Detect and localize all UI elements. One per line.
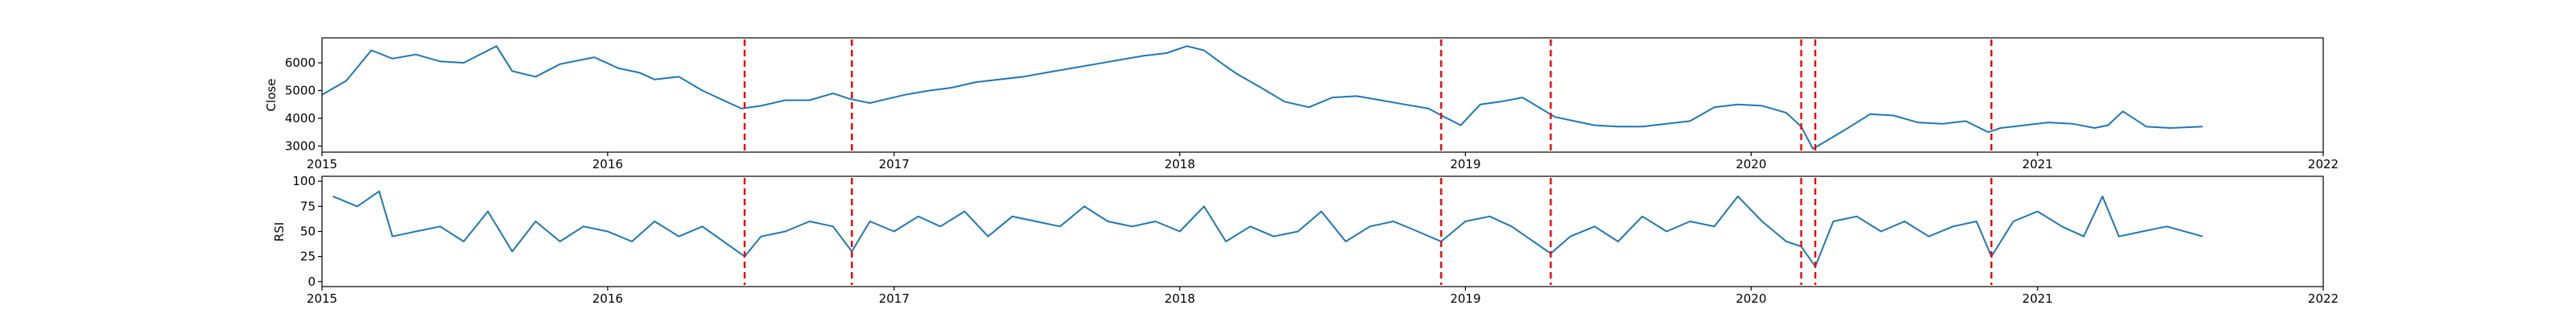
close-price-panel: 2015 2016 2017 2018 2019 2020 2021 2022 3000 4000… — [264, 37, 2339, 171]
y-tick-label: 4000 — [285, 111, 316, 126]
y-tick-label: 100 — [292, 174, 316, 188]
x-tick-label: 2020 — [1736, 157, 1766, 171]
x-tick-label: 2015 — [307, 157, 337, 171]
y-tick-label: 0 — [308, 275, 316, 289]
x-tick-label: 2021 — [2022, 157, 2053, 171]
x-tick-label: 2017 — [879, 157, 910, 171]
rsi-series-line — [332, 190, 2203, 268]
x-tick-label: 2021 — [2022, 291, 2053, 306]
x-tick-label: 2022 — [2308, 157, 2339, 171]
y-tick-label: 3000 — [285, 138, 316, 153]
x-tick-label: 2015 — [307, 291, 337, 306]
x-tick-label: 2020 — [1736, 291, 1766, 306]
y-tick-label: 50 — [300, 225, 316, 239]
y-axis-label: RSI — [272, 222, 287, 242]
y-tick-label: 5000 — [285, 83, 316, 97]
x-tick-label: 2016 — [592, 291, 623, 306]
x-tick-label: 2018 — [1164, 157, 1195, 171]
y-tick-label: 6000 — [285, 56, 316, 70]
axes-frame — [321, 37, 2324, 153]
x-tick-label: 2022 — [2308, 291, 2339, 306]
close-series-line — [321, 45, 2203, 150]
y-axis-label: Close — [264, 79, 279, 112]
x-tick-label: 2019 — [1450, 291, 1480, 306]
x-tick-label: 2018 — [1164, 291, 1195, 306]
x-tick-label: 2017 — [879, 291, 910, 306]
x-tick-label: 2019 — [1450, 157, 1480, 171]
y-tick-label: 75 — [300, 199, 316, 213]
rsi-panel: 2015 2016 2017 2018 2019 2020 2021 2022 0 25 50 75 1… — [272, 174, 2339, 306]
y-tick-label: 25 — [300, 250, 316, 264]
x-tick-label: 2016 — [592, 157, 623, 171]
